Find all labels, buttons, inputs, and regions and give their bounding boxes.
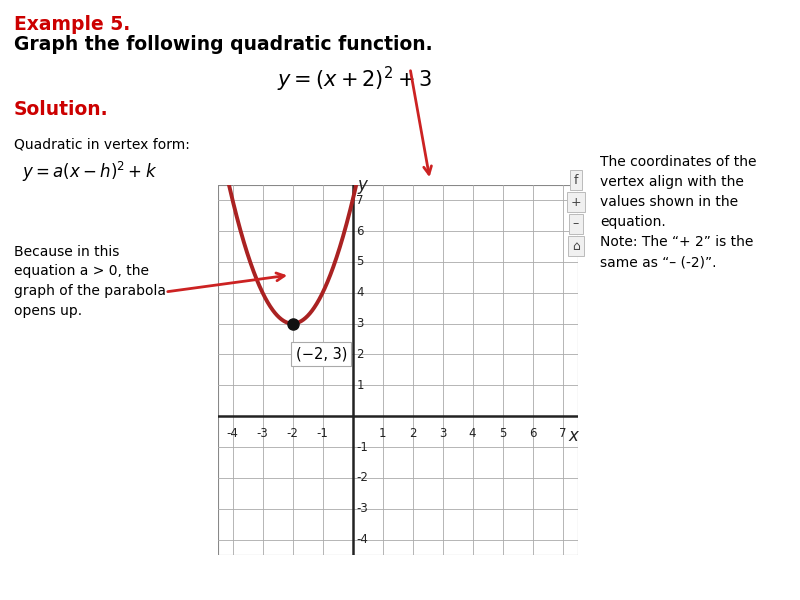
Text: The coordinates of the
vertex align with the
values shown in the
equation.
Note:: The coordinates of the vertex align with… (600, 155, 757, 269)
Text: 5: 5 (499, 427, 506, 440)
Text: -1: -1 (356, 440, 368, 454)
Text: Quadratic in vertex form:: Quadratic in vertex form: (14, 137, 190, 151)
Text: 5: 5 (356, 256, 363, 268)
Text: 6: 6 (529, 427, 536, 440)
Text: 7: 7 (559, 427, 566, 440)
Text: Because in this
equation a > 0, the
graph of the parabola
opens up.: Because in this equation a > 0, the grap… (14, 245, 166, 317)
Text: 6: 6 (356, 224, 364, 238)
Text: (−2, 3): (−2, 3) (296, 347, 347, 362)
Text: –: – (573, 217, 579, 230)
Text: -4: -4 (226, 427, 238, 440)
Text: x: x (569, 427, 578, 445)
Text: 7: 7 (356, 194, 364, 207)
Text: -2: -2 (286, 427, 298, 440)
Text: 3: 3 (356, 317, 363, 330)
Text: -1: -1 (317, 427, 329, 440)
Text: -4: -4 (356, 533, 368, 546)
Text: +: + (570, 196, 582, 208)
Text: Example 5.: Example 5. (14, 15, 130, 34)
Text: 3: 3 (439, 427, 446, 440)
Text: $y = a(x-h)^2 + k$: $y = a(x-h)^2 + k$ (22, 160, 158, 184)
Text: -2: -2 (356, 472, 368, 484)
Text: 4: 4 (356, 286, 364, 299)
Text: 2: 2 (356, 348, 364, 361)
Text: Solution.: Solution. (14, 100, 109, 119)
Text: 1: 1 (379, 427, 386, 440)
Text: ⌂: ⌂ (572, 239, 580, 253)
Text: f: f (574, 173, 578, 187)
Text: 4: 4 (469, 427, 476, 440)
Text: 1: 1 (356, 379, 364, 392)
Text: -3: -3 (356, 502, 368, 515)
Text: 2: 2 (409, 427, 416, 440)
Text: -3: -3 (257, 427, 269, 440)
Text: Graph the following quadratic function.: Graph the following quadratic function. (14, 35, 433, 54)
Text: $y = (x+2)^2 + 3$: $y = (x+2)^2 + 3$ (278, 65, 433, 94)
Text: y: y (357, 176, 367, 194)
